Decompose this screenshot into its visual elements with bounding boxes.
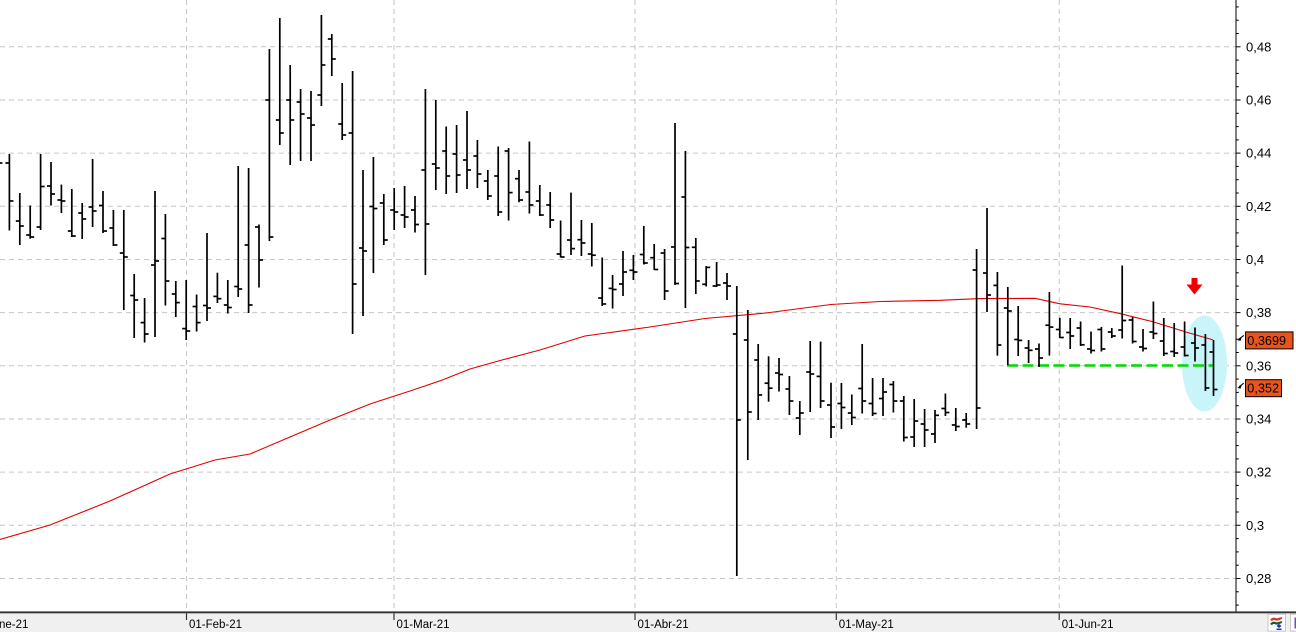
svg-text:0,48: 0,48 <box>1246 39 1271 54</box>
svg-text:0,44: 0,44 <box>1246 146 1271 161</box>
svg-text:0,28: 0,28 <box>1246 571 1271 586</box>
svg-text:0,34: 0,34 <box>1246 412 1271 427</box>
svg-text:01-May-21: 01-May-21 <box>839 619 894 631</box>
svg-text:0,3: 0,3 <box>1246 518 1264 533</box>
svg-text:ne-21: ne-21 <box>0 619 28 631</box>
svg-text:0,3699: 0,3699 <box>1247 334 1286 348</box>
svg-text:01-Feb-21: 01-Feb-21 <box>189 619 242 631</box>
svg-text:0,36: 0,36 <box>1246 358 1271 373</box>
svg-text:0,42: 0,42 <box>1246 199 1271 214</box>
svg-text:01-Jun-21: 01-Jun-21 <box>1062 619 1114 631</box>
svg-text:0,352: 0,352 <box>1247 382 1279 396</box>
svg-text:01-Mar-21: 01-Mar-21 <box>397 619 450 631</box>
svg-text:0,4: 0,4 <box>1246 252 1264 267</box>
svg-text:0,38: 0,38 <box>1246 305 1271 320</box>
svg-text:01-Abr-21: 01-Abr-21 <box>638 619 689 631</box>
svg-text:0,32: 0,32 <box>1246 465 1271 480</box>
svg-text:0,46: 0,46 <box>1246 93 1271 108</box>
